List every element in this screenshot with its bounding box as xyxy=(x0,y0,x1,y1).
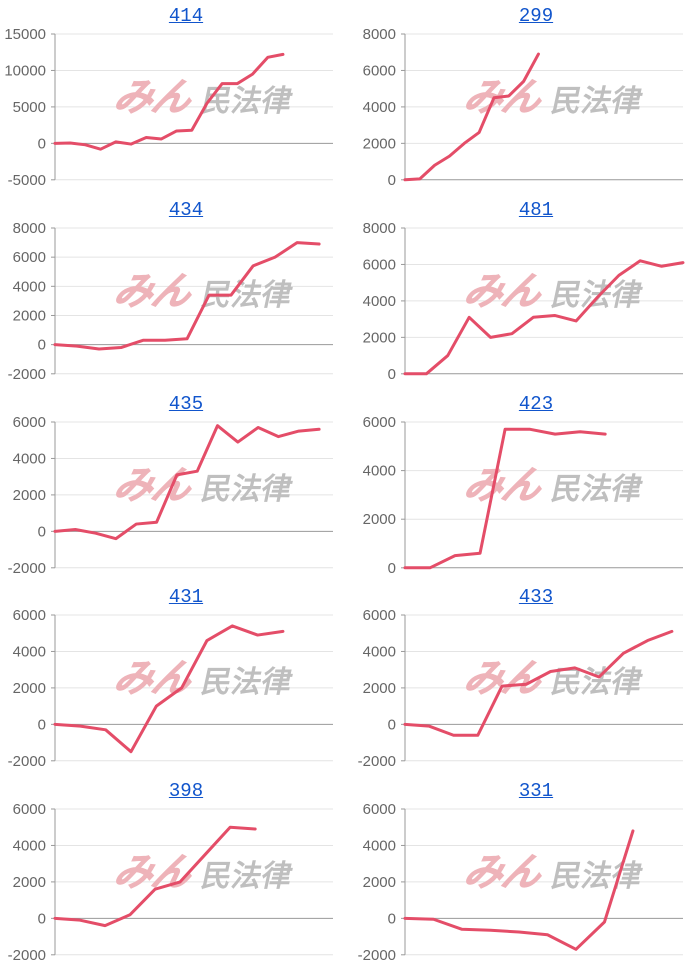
svg-text:民法律: 民法律 xyxy=(548,84,645,118)
svg-text:0: 0 xyxy=(388,366,396,383)
svg-text:民法律: 民法律 xyxy=(198,84,295,118)
svg-text:2000: 2000 xyxy=(363,329,396,346)
svg-text:民法律: 民法律 xyxy=(198,859,295,893)
svg-text:0: 0 xyxy=(38,717,46,734)
svg-text:4000: 4000 xyxy=(13,838,46,855)
svg-text:2000: 2000 xyxy=(13,874,46,891)
svg-text:6000: 6000 xyxy=(13,607,46,624)
svg-text:6000: 6000 xyxy=(363,414,396,431)
svg-text:6000: 6000 xyxy=(363,62,396,79)
svg-text:0: 0 xyxy=(38,911,46,928)
svg-text:4000: 4000 xyxy=(363,644,396,661)
svg-text:民法律: 民法律 xyxy=(548,278,645,312)
svg-text:2000: 2000 xyxy=(363,511,396,528)
svg-text:2000: 2000 xyxy=(363,874,396,891)
svg-text:2000: 2000 xyxy=(13,486,46,503)
svg-text:2000: 2000 xyxy=(363,135,396,152)
svg-text:民法律: 民法律 xyxy=(548,859,645,893)
svg-text:15000: 15000 xyxy=(4,26,46,43)
svg-text:みん: みん xyxy=(110,76,198,118)
svg-text:0: 0 xyxy=(388,911,396,928)
svg-text:民法律: 民法律 xyxy=(198,666,295,700)
svg-text:4000: 4000 xyxy=(363,99,396,116)
svg-text:みん: みん xyxy=(110,658,198,700)
svg-text:5000: 5000 xyxy=(13,99,46,116)
svg-text:-5000: -5000 xyxy=(8,172,46,189)
svg-text:0: 0 xyxy=(38,135,46,152)
svg-text:2000: 2000 xyxy=(363,680,396,697)
svg-text:6000: 6000 xyxy=(13,801,46,818)
svg-text:6000: 6000 xyxy=(363,607,396,624)
svg-text:4000: 4000 xyxy=(363,838,396,855)
svg-text:2000: 2000 xyxy=(13,307,46,324)
svg-text:2000: 2000 xyxy=(13,680,46,697)
svg-text:8000: 8000 xyxy=(363,26,396,43)
svg-text:みん: みん xyxy=(460,464,548,506)
svg-text:-2000: -2000 xyxy=(8,947,46,964)
svg-text:8000: 8000 xyxy=(13,220,46,237)
svg-text:0: 0 xyxy=(38,336,46,353)
svg-text:4000: 4000 xyxy=(13,278,46,295)
svg-text:0: 0 xyxy=(38,523,46,540)
svg-text:-2000: -2000 xyxy=(8,559,46,576)
svg-text:みん: みん xyxy=(110,270,198,312)
svg-text:民法律: 民法律 xyxy=(548,472,645,506)
svg-text:-2000: -2000 xyxy=(358,947,396,964)
svg-text:0: 0 xyxy=(388,559,396,576)
svg-text:0: 0 xyxy=(388,717,396,734)
svg-text:4000: 4000 xyxy=(363,462,396,479)
svg-text:6000: 6000 xyxy=(13,249,46,266)
svg-text:6000: 6000 xyxy=(363,801,396,818)
svg-text:6000: 6000 xyxy=(13,414,46,431)
svg-text:みん: みん xyxy=(460,270,548,312)
svg-text:10000: 10000 xyxy=(4,62,46,79)
svg-text:みん: みん xyxy=(110,852,198,894)
svg-text:4000: 4000 xyxy=(13,644,46,661)
svg-text:-2000: -2000 xyxy=(8,366,46,383)
svg-text:4000: 4000 xyxy=(363,293,396,310)
svg-text:みん: みん xyxy=(460,852,548,894)
svg-text:0: 0 xyxy=(388,172,396,189)
svg-text:4000: 4000 xyxy=(13,450,46,467)
svg-text:民法律: 民法律 xyxy=(198,472,295,506)
svg-text:6000: 6000 xyxy=(363,256,396,273)
svg-text:みん: みん xyxy=(110,464,198,506)
svg-text:8000: 8000 xyxy=(363,220,396,237)
svg-text:-2000: -2000 xyxy=(8,753,46,770)
svg-text:-2000: -2000 xyxy=(358,753,396,770)
